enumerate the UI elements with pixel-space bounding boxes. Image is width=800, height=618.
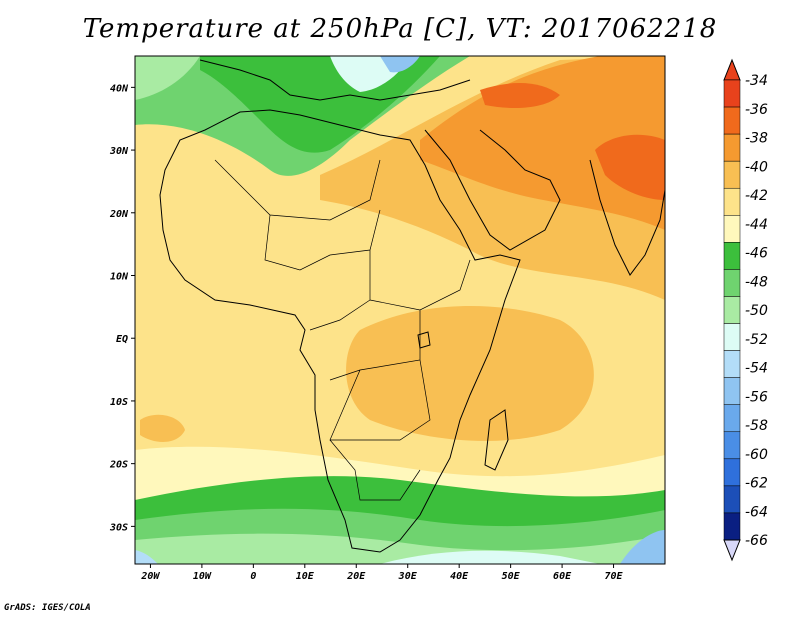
lat-tick-label: 30N [109, 146, 129, 157]
region-orange-west-atlantic [140, 414, 185, 442]
colorbar-label: -40 [745, 159, 768, 175]
plot-frame [134, 55, 666, 565]
country-borders [214, 159, 471, 501]
lon-tick-label: 20W [140, 571, 160, 582]
colorbar-label: -66 [745, 533, 768, 549]
lat-tick-label: 20S [109, 460, 128, 471]
latitude-labels: 40N 30N 20N 10N EQ 10S 20S 30S [109, 83, 135, 533]
colorbar-swatch [723, 485, 741, 514]
europe-coastline [199, 59, 471, 101]
map-title: Temperature at 250hPa [C], VT: 201706221… [82, 14, 718, 44]
region-blue-sw [135, 550, 158, 564]
colorbar-swatch [723, 160, 741, 189]
colorbar-label: -50 [745, 303, 768, 319]
region-warm-arabia [420, 56, 665, 230]
colorbar-swatch [723, 79, 741, 108]
colorbar-swatch [723, 512, 741, 541]
lon-tick-label: 10E [296, 571, 315, 582]
colorbar-label: -44 [745, 217, 768, 233]
region-blue-south [620, 530, 665, 564]
india-coastline [589, 159, 665, 276]
lat-tick-label: 10S [110, 397, 128, 408]
lat-tick-label: 40N [110, 83, 129, 94]
lat-tick-label: 30S [109, 522, 128, 533]
colorbar-label: -38 [745, 131, 768, 147]
africa-coastline [159, 109, 521, 553]
colorbar-label: -58 [745, 418, 768, 434]
colorbar: -34 -36 -38 -40 -42 -44 -46 -48 -50 -52 -54 -56 -58 -… [723, 58, 768, 562]
colorbar-swatch [723, 215, 741, 243]
lat-tick-label: 10N [110, 272, 129, 283]
region-hot-india [595, 134, 665, 200]
madagascar-coastline [484, 409, 509, 471]
temperature-field [135, 56, 665, 564]
colorbar-swatch [723, 269, 741, 297]
lon-tick-label: 10W [193, 571, 212, 582]
lon-tick-label: 40E [450, 571, 469, 582]
colorbar-label: -52 [745, 332, 768, 348]
lat-tick-label: 20N [109, 209, 129, 220]
colorbar-label: -60 [745, 447, 768, 463]
colorbar-top-arrow [723, 58, 741, 81]
credit-text: GrADS: IGES/COLA [4, 603, 91, 613]
colorbar-swatch [723, 106, 741, 135]
colorbar-swatch [723, 377, 741, 405]
colorbar-label: -62 [745, 476, 768, 492]
colorbar-swatch [723, 458, 741, 487]
lon-tick-label: 50E [502, 571, 521, 582]
colorbar-swatch [723, 133, 741, 162]
region-orange-east-africa [346, 306, 594, 441]
lon-tick-label: 20E [346, 571, 366, 582]
colorbar-bottom-arrow [723, 539, 741, 562]
colorbar-label: -54 [745, 361, 768, 377]
region-lightgreen-north [135, 56, 200, 100]
region-hot-iran [480, 83, 560, 108]
colorbar-swatch [723, 187, 741, 216]
colorbar-label: -36 [745, 102, 768, 118]
colorbar-swatch [723, 431, 741, 460]
lon-tick-label: 30E [398, 571, 418, 582]
colorbar-swatch [723, 242, 741, 270]
colorbar-label: -48 [745, 274, 768, 290]
lon-tick-label: 60E [553, 571, 572, 582]
colorbar-swatch [723, 323, 741, 351]
longitude-labels: 20W 10W 0 10E 20E 30E 40E 50E 60E 70E [140, 564, 624, 582]
colorbar-swatch [723, 296, 741, 324]
arabia-coastline [424, 129, 561, 251]
coastlines [159, 59, 665, 553]
colorbar-label: -46 [745, 246, 768, 262]
lake-victoria [417, 331, 431, 349]
colorbar-swatch [723, 404, 741, 433]
region-cyan-south [380, 550, 600, 564]
colorbar-label: -64 [745, 504, 768, 520]
region-blue-med [380, 56, 420, 73]
colorbar-label: -34 [745, 73, 768, 89]
lon-tick-label: 70E [605, 571, 624, 582]
colorbar-swatch [723, 350, 741, 378]
colorbar-label: -56 [745, 389, 768, 405]
lon-tick-label: 0 [250, 571, 256, 582]
colorbar-label: -42 [745, 188, 768, 204]
lat-tick-label: EQ [116, 334, 128, 345]
